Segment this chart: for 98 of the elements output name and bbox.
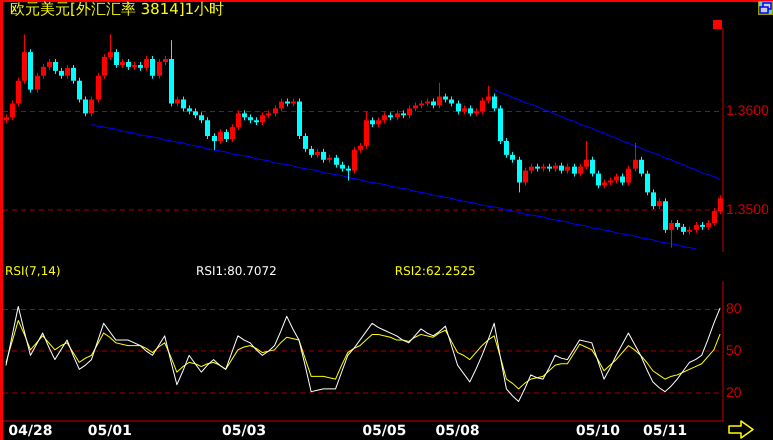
candlestick [681,223,686,236]
candlestick [334,154,339,168]
candlestick [114,48,119,68]
candlestick [584,140,589,170]
y-tick-label: 20 [726,384,742,400]
candlestick [273,104,278,117]
candlestick [492,93,497,112]
candlestick [35,72,40,94]
candlestick [694,221,699,234]
text: RSI2:62.2525 [394,264,476,278]
candlestick [407,104,412,119]
candlestick [236,110,241,131]
candlestick [126,58,131,70]
candlestick [639,156,644,178]
candlestick [199,112,204,124]
candlestick [10,100,15,121]
candlestick [431,98,436,109]
candlestick [626,165,631,186]
candlestick [279,98,284,112]
y-tick-label: 1.3600 [726,102,770,118]
candlestick [517,156,522,193]
y-tick-label: 1.3500 [726,200,770,217]
candlestick [47,58,52,70]
candlestick [590,156,595,178]
x-tick-label: 05/08 [436,423,480,440]
candlestick [718,194,723,215]
candlestick [108,34,113,61]
candlestick [675,219,680,230]
candlestick [565,163,570,174]
candlestick [303,132,308,152]
candlestick [645,170,650,196]
chart-title: 欧元美元[外汇汇率 3814]1小时 [10,0,224,19]
candlestick [218,128,223,144]
candlestick [41,63,46,80]
candlestick [157,58,162,80]
candlestick [96,72,101,103]
candlestick [382,112,387,124]
candlestick [614,173,619,184]
candlestick [309,145,314,158]
candlestick [321,148,326,164]
candlestick [193,108,198,119]
candlestick [16,77,21,107]
candlestick [596,170,601,189]
candlestick [358,142,363,154]
candlestick [633,142,638,172]
candlestick [102,54,107,80]
candlestick [89,96,94,117]
candlestick [340,161,345,172]
candlestick [352,146,357,174]
candlestick [53,58,58,74]
chart-title: RSI(7,14) [5,264,61,278]
candlestick [712,208,717,226]
candlestick [529,163,534,174]
candlestick [620,173,625,186]
x-tick-label: 05/03 [222,423,266,440]
y-tick-label: 80 [726,300,742,316]
candlestick [376,116,381,128]
candlestick [71,64,76,84]
candlestick [572,163,577,178]
candlestick [224,128,229,142]
candlestick [144,56,149,72]
candlestick [578,163,583,178]
candlestick [449,96,454,107]
candlestick [150,56,155,80]
candlestick [523,167,528,186]
candlestick [468,104,473,117]
candlestick [456,100,461,115]
text: RSI1:80.7072 [196,264,277,278]
x-tick-label: 05/01 [88,423,132,440]
candlestick [175,96,180,107]
x-tick-label: 05/10 [576,423,620,440]
candlestick [706,219,711,230]
candlestick [486,85,491,104]
candlestick [83,96,88,117]
candlestick [242,110,247,121]
candlestick [480,97,485,115]
y-tick-label: 50 [726,342,742,358]
candlestick [559,162,564,174]
x-tick-label: 04/28 [8,423,52,440]
candlestick [504,138,509,158]
candlestick [181,96,186,112]
candlestick [395,110,400,121]
candlestick [657,198,662,210]
candlestick [510,151,515,164]
candlestick [212,132,217,150]
candlestick [230,124,235,142]
candlestick [669,219,674,248]
x-tick-label: 05/11 [642,423,688,440]
candlestick [437,82,442,109]
x-tick-label: 05/05 [362,423,406,440]
candlestick [260,112,265,126]
candlestick [77,77,82,103]
candlestick [65,64,70,80]
candlestick [651,188,656,210]
candlestick [346,165,351,181]
candlestick [370,116,375,128]
candlestick [205,116,210,140]
candlestick [59,67,64,80]
